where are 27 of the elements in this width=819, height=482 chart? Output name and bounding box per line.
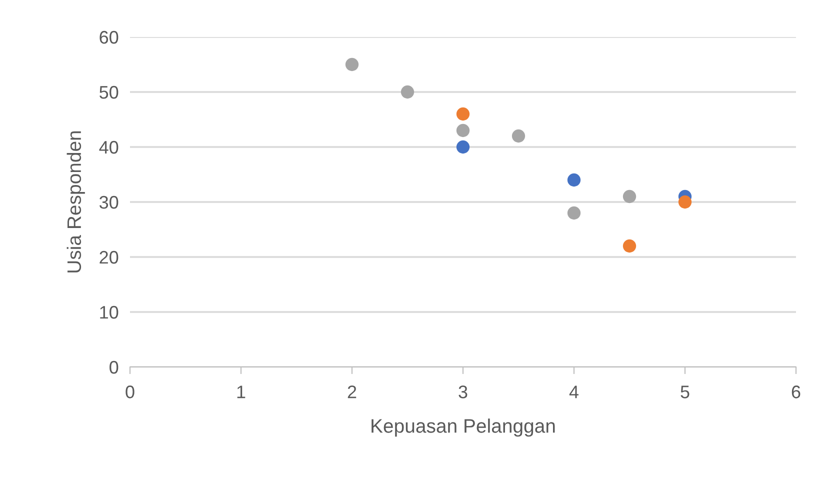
- point: [456, 107, 470, 121]
- y-tick-label: 10: [100, 306, 118, 319]
- point: [567, 206, 581, 220]
- point: [456, 140, 470, 154]
- point: [456, 124, 470, 138]
- x-tick-label: 4: [569, 386, 578, 398]
- x-tick-label: 0: [126, 386, 134, 398]
- y-tick-label: 40: [99, 140, 118, 154]
- point: [567, 173, 581, 187]
- point: [622, 190, 636, 204]
- point: [622, 239, 636, 253]
- y-tick-label: 30: [99, 196, 118, 209]
- point: [678, 195, 692, 209]
- x-tick-label: 6: [792, 386, 800, 398]
- y-tick-label: 20: [100, 250, 118, 264]
- point: [400, 85, 414, 99]
- x-tick-label: 2: [348, 386, 356, 398]
- y-tick-label: 60: [100, 30, 118, 44]
- x-axis-title: Kepuasan Pelanggan: [372, 418, 555, 437]
- y-axis-title: Usia Responden: [66, 131, 85, 272]
- x-tick-label: 1: [237, 386, 246, 398]
- x-tick-label: 5: [680, 386, 690, 398]
- point: [345, 58, 359, 72]
- y-tick-label: 0: [110, 360, 118, 374]
- point: [512, 129, 526, 143]
- y-tick-label: 50: [100, 86, 118, 99]
- x-tick-label: 3: [458, 386, 468, 398]
